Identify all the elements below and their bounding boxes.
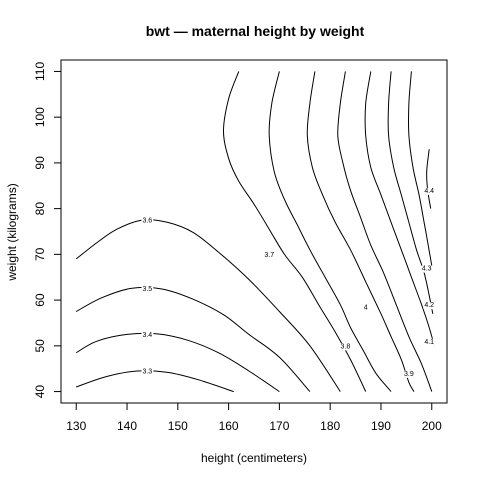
contour-label-4: 4 <box>364 304 368 311</box>
y-tick-label: 90 <box>33 156 47 170</box>
contour-label-bg <box>263 251 276 259</box>
x-tick-label: 200 <box>422 419 442 433</box>
contour-label-3.9: 3.9 <box>404 371 414 378</box>
x-tick-label: 130 <box>66 419 86 433</box>
contour-label-3.7: 3.7 <box>264 252 274 259</box>
contour-line-4 <box>337 71 433 392</box>
x-tick-label: 180 <box>320 419 340 433</box>
contour-label-bg <box>420 265 433 273</box>
contour-label-bg <box>423 302 436 310</box>
contour-line-3.4 <box>75 332 280 393</box>
y-axis: 40 50 60 70 80 90 100 110 <box>33 62 62 399</box>
contour-label-bg <box>141 217 154 225</box>
contour-label-4.3: 4.3 <box>422 266 432 273</box>
contour-line-3.3 <box>76 370 234 393</box>
contour-label-bg <box>141 286 154 294</box>
y-tick-label: 100 <box>33 107 47 127</box>
y-axis-label: weight (kilograms) <box>5 183 19 281</box>
contour-line-4.2 <box>387 71 434 314</box>
contour-line-3.9 <box>306 71 415 392</box>
contour-label-4.1: 4.1 <box>424 339 434 346</box>
contour-line-3.7 <box>222 71 367 392</box>
y-tick-label: 50 <box>33 339 47 353</box>
contour-label-4.2: 4.2 <box>424 302 434 309</box>
contour-label-3.3: 3.3 <box>142 368 152 375</box>
contour-label-3.8: 3.8 <box>341 343 351 350</box>
contour-label-bg <box>403 370 415 378</box>
chart-title: bwt — maternal height by weight <box>146 23 365 39</box>
x-tick-label: 140 <box>117 419 137 433</box>
contour-label-bg <box>141 368 154 376</box>
contour-line-3.8 <box>268 71 392 392</box>
contour-lines <box>75 71 435 393</box>
contour-label-3.5: 3.5 <box>142 286 152 293</box>
y-tick-label: 60 <box>33 293 47 307</box>
x-tick-label: 160 <box>219 419 239 433</box>
x-tick-label: 190 <box>371 419 391 433</box>
contour-label-3.6: 3.6 <box>142 218 152 225</box>
x-tick-label: 170 <box>269 419 289 433</box>
contour-label-4.4: 4.4 <box>424 188 434 195</box>
plot-frame <box>60 59 448 404</box>
contour-label-bg <box>339 343 352 351</box>
x-tick-label: 150 <box>168 419 188 433</box>
x-axis-label: height (centimeters) <box>201 451 307 465</box>
contour-line-3.5 <box>75 286 311 392</box>
contour-line-3.6 <box>75 219 341 392</box>
contour-labels: 3.3 3.4 3.5 3.6 3.7 3.8 3.9 4 4.1 4.2 4.3 4.4 <box>141 187 436 378</box>
y-tick-label: 110 <box>33 62 47 81</box>
contour-line-4.1 <box>364 71 435 346</box>
y-tick-label: 70 <box>33 247 47 261</box>
contour-label-bg <box>423 338 436 346</box>
contour-line-4.4 <box>426 149 432 209</box>
y-tick-label: 40 <box>33 385 47 399</box>
contour-label-bg <box>362 304 369 312</box>
contour-label-3.4: 3.4 <box>142 332 152 339</box>
contour-label-bg <box>141 331 154 339</box>
y-tick-label: 80 <box>33 202 47 216</box>
contour-label-bg <box>423 187 436 195</box>
x-axis: 130 140 150 160 170 180 190 200 <box>66 402 442 433</box>
contour-line-4.3 <box>407 71 433 266</box>
